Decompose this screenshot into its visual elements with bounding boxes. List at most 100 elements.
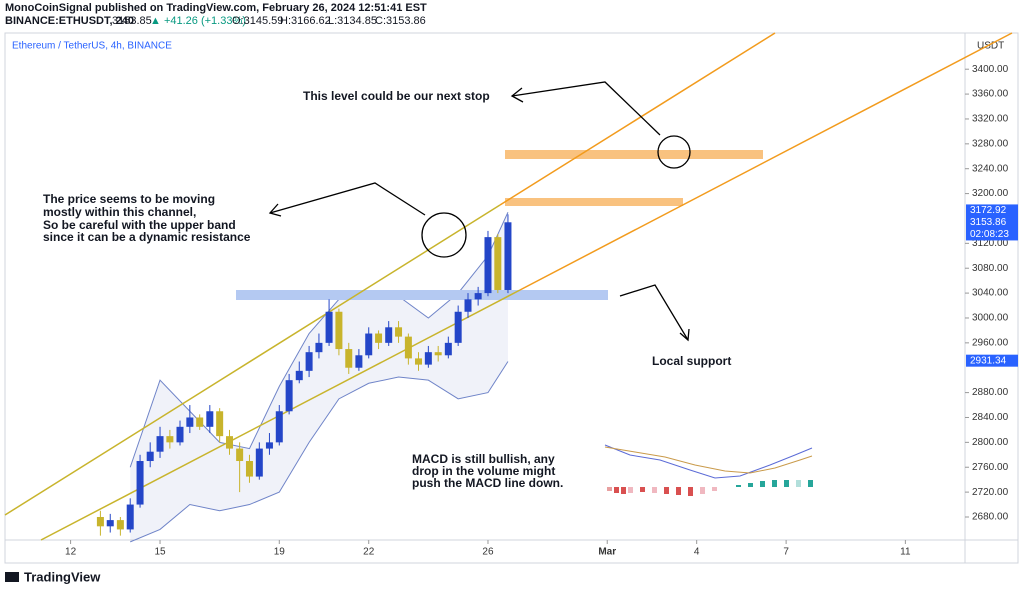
resistance-zone [505, 198, 683, 206]
band-fill [130, 212, 508, 542]
circle [657, 135, 691, 169]
logo [5, 572, 19, 582]
x-tick-label: 12 [65, 547, 77, 558]
annotation: push the MACD line down. [412, 476, 563, 490]
candle-body [474, 293, 482, 300]
candle-body [126, 504, 134, 530]
frame [4, 32, 1019, 564]
candle-body [385, 327, 393, 343]
candle-body [275, 411, 283, 443]
macd-bar [700, 487, 705, 494]
price-label: 2931.34 [970, 355, 1007, 366]
candle-body [225, 436, 233, 449]
chart-title: Ethereum / TetherUS, 4h, BINANCE [12, 41, 172, 52]
signal-line [604, 446, 813, 474]
channel-upper [499, 32, 776, 206]
y-tick-label: 3200.00 [972, 188, 1009, 199]
ohlc: H:3166.62 [280, 15, 331, 27]
candle-body [434, 352, 442, 356]
last-price: 3153.85 [112, 15, 152, 27]
candle-body [504, 222, 512, 290]
ohlc: L:3134.85 [328, 15, 377, 27]
annotation: mostly within this channel, [43, 205, 196, 219]
candle-body [424, 352, 432, 365]
macd-bar [748, 483, 753, 487]
candle-body [265, 442, 273, 449]
macd-bar [796, 480, 801, 487]
price-box [966, 354, 1018, 367]
macd-bar [772, 480, 777, 487]
target-zone [505, 150, 763, 159]
macd-bar [664, 487, 669, 494]
macd-bar [614, 487, 619, 493]
candle-body [106, 520, 114, 527]
y-tick-label: 2760.00 [972, 462, 1009, 473]
macd-bar [640, 487, 645, 492]
macd-bar [628, 487, 633, 493]
macd-bar [621, 487, 626, 494]
candle-body [116, 520, 124, 530]
candle-body [464, 299, 472, 312]
y-unit: USDT [977, 41, 1004, 52]
macd-line [604, 444, 813, 479]
band-lower [130, 361, 509, 543]
candle-body [415, 358, 423, 365]
annotation: since it can be a dynamic resistance [43, 230, 251, 244]
x-tick-label: Mar [598, 547, 616, 558]
data-layer [129, 212, 509, 543]
footer: TradingView [24, 569, 101, 584]
x-tick-label: 7 [783, 547, 789, 558]
candle-body [395, 327, 403, 337]
y-tick-label: 3360.00 [972, 89, 1009, 100]
candle-body [96, 516, 104, 527]
candle-body [345, 349, 353, 368]
price-box [966, 204, 1018, 241]
support-zone [236, 290, 608, 300]
change: ▲ +41.26 (+1.33%) [150, 15, 246, 27]
publisher: MonoCoinSignal published on TradingView.… [5, 2, 427, 14]
y-tick-label: 2720.00 [972, 487, 1009, 498]
ohlc: O:3145.59 [232, 15, 283, 27]
candle-body [255, 448, 263, 477]
y-tick-label: 3280.00 [972, 138, 1009, 149]
arrowhead [679, 328, 690, 342]
x-tick-label: 15 [154, 547, 166, 558]
macd-bar [652, 487, 657, 493]
y-tick-label: 2960.00 [972, 337, 1009, 348]
annotation: This level could be our next stop [303, 89, 490, 103]
channel-lower [519, 32, 1013, 291]
x-tick-label: 22 [363, 547, 375, 558]
macd-bar [784, 480, 789, 487]
candle-body [404, 336, 412, 359]
y-tick-label: 2800.00 [972, 437, 1009, 448]
candle-body [245, 461, 253, 477]
annotation: So be careful with the upper band [43, 218, 236, 232]
candle-body [494, 237, 502, 290]
candle-body [295, 370, 303, 381]
candle-body [305, 352, 313, 371]
candle-body [216, 411, 224, 437]
macd-bar [712, 487, 717, 491]
y-tick-label: 2680.00 [972, 512, 1009, 523]
candle-body [285, 380, 293, 412]
candle-body [335, 311, 343, 350]
candle-body [136, 461, 144, 505]
channel-upper [4, 204, 501, 516]
macd-bar [688, 487, 693, 496]
candle-body [355, 355, 363, 368]
candle-body [325, 311, 333, 343]
annotation: The price seems to be moving [43, 192, 215, 206]
candle-body [236, 448, 244, 462]
macd-bar [676, 487, 681, 495]
x-tick-label: 11 [900, 547, 911, 558]
price-label: 3172.92 [970, 205, 1007, 216]
macd-bar [808, 480, 813, 487]
candle-body [375, 333, 383, 343]
candle-body [444, 342, 452, 356]
circle [421, 212, 467, 258]
macd-inset [604, 444, 813, 496]
annotation: MACD is still bullish, any [412, 452, 555, 466]
price-label: 3153.86 [970, 217, 1007, 228]
